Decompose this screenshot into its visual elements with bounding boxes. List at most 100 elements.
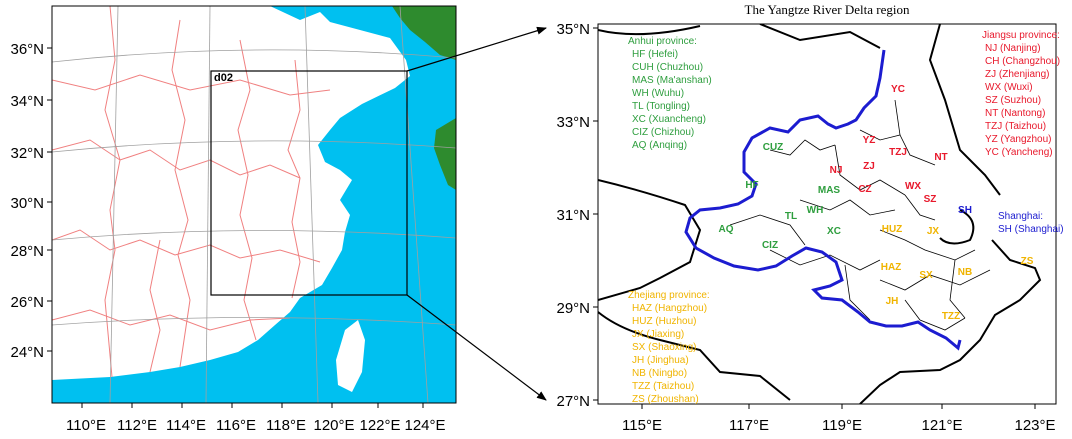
city-label-jh: JH (886, 296, 899, 307)
left-lat-tick-labels: 36°N 34°N 32°N 30°N 28°N 26°N 24°N (10, 41, 44, 361)
lon-tick-label: 110°E (66, 417, 106, 434)
lat-tick-label: 36°N (10, 41, 44, 58)
right-map: YC YZ TZJ NT NJ ZJ CZ WX SZ CUZ HF MAS W… (598, 24, 1056, 404)
legend-title: Zhejiang province: (628, 290, 710, 301)
lon-tick-label: 121°E (921, 417, 962, 434)
city-label-nb: NB (958, 267, 972, 278)
mainland-china (52, 6, 410, 380)
lat-tick-label: 26°N (10, 294, 44, 311)
kyushu (434, 118, 456, 190)
legend-item: JX (Jiaxing) (632, 329, 684, 340)
left-lon-tick-labels: 110°E 112°E 114°E 116°E 118°E 120°E 122°… (66, 417, 445, 434)
legend-item: HUZ (Huzhou) (632, 316, 696, 327)
yrd-boundary (684, 49, 962, 351)
lon-tick-label: 112°E (117, 417, 157, 434)
city-label-cz: CZ (858, 184, 871, 195)
city-label-haz: HAZ (881, 262, 902, 273)
city-label-yz: YZ (863, 135, 876, 146)
city-label-sx: SX (919, 270, 933, 281)
legend-zhejiang: Zhejiang province: HAZ (Hangzhou) HUZ (H… (628, 290, 710, 405)
province-outlines (598, 24, 1042, 404)
legend-item: MAS (Ma'anshan) (632, 75, 712, 86)
left-lon-ticks (81, 403, 424, 408)
legend-item: TZJ (Taizhou) (985, 121, 1046, 132)
city-label-sz: SZ (924, 194, 937, 205)
legend-jiangsu: Jiangsu province: NJ (Nanjing) CH (Chang… (982, 30, 1060, 158)
left-map-frame (51, 5, 457, 404)
city-label-aq: AQ (719, 224, 734, 235)
lat-tick-label: 32°N (10, 145, 44, 162)
lat-tick-label: 33°N (556, 114, 590, 131)
legend-item: XC (Xuancheng) (632, 114, 706, 125)
legend-item: HAZ (Hangzhou) (632, 303, 707, 314)
city-label-nt: NT (934, 152, 947, 163)
legend-item: SX (Shaoxing) (632, 342, 696, 353)
d02-label: d02 (214, 72, 233, 84)
legend-item: ZJ (Zhenjiang) (985, 69, 1049, 80)
province-borders (52, 6, 331, 378)
legend-item: HF (Hefei) (632, 49, 678, 60)
city-label-jx: JX (927, 226, 940, 237)
right-lat-tick-labels: 35°N 33°N 31°N 29°N 27°N (556, 21, 590, 410)
zoom-arrow-top (406, 26, 547, 72)
korea (392, 6, 456, 60)
d02-domain-box (210, 70, 408, 296)
legend-item: CUH (Chuzhou) (632, 62, 703, 73)
lon-tick-label: 116°E (216, 417, 256, 434)
legend-item: NT (Nantong) (985, 108, 1045, 119)
legend-title: Anhui province: (628, 36, 697, 47)
left-lat-ticks (47, 47, 52, 352)
city-label-tzz: TZZ (942, 311, 960, 322)
right-lat-ticks (593, 27, 598, 401)
right-map-title: The Yangtze River Delta region (745, 2, 910, 17)
legend-item: TZZ (Taizhou) (632, 381, 694, 392)
legend-item: TL (Tongling) (632, 101, 690, 112)
legend-item: YC (Yancheng) (985, 147, 1053, 158)
city-labels: YC YZ TZJ NT NJ ZJ CZ WX SZ CUZ HF MAS W… (719, 84, 1034, 322)
legend-title: Jiangsu province: (982, 30, 1060, 41)
lat-tick-label: 28°N (10, 243, 44, 260)
legend-item: NB (Ningbo) (632, 368, 687, 379)
city-label-mas: MAS (818, 185, 841, 196)
right-lon-tick-labels: 115°E 117°E 119°E 121°E 123°E (622, 417, 1055, 434)
city-label-huz: HUZ (882, 224, 903, 235)
city-label-wx: WX (905, 181, 921, 192)
city-label-cuz: CUZ (763, 142, 784, 153)
lat-tick-label: 30°N (10, 195, 44, 212)
lon-tick-label: 114°E (166, 417, 206, 434)
lat-tick-label: 27°N (556, 393, 590, 410)
city-label-tzj: TZJ (889, 147, 907, 158)
lon-tick-label: 123°E (1014, 417, 1055, 434)
right-lon-ticks (641, 404, 1036, 409)
lon-tick-label: 115°E (622, 417, 662, 434)
legend-item: JH (Jinghua) (632, 355, 689, 366)
city-label-zj: ZJ (863, 161, 875, 172)
lat-tick-label: 29°N (556, 300, 590, 317)
legend-item: NJ (Nanjing) (985, 43, 1041, 54)
legend-item: CIZ (Chizhou) (632, 127, 694, 138)
city-label-xc: XC (827, 226, 841, 237)
city-label-tl: TL (785, 211, 797, 222)
legend-item: SZ (Suzhou) (985, 95, 1041, 106)
legend-item: AQ (Anqing) (632, 140, 687, 151)
city-label-sh: SH (958, 205, 972, 216)
legend-item: WX (Wuxi) (985, 82, 1033, 93)
city-label-ciz: CIZ (762, 240, 778, 251)
city-label-hf: HF (745, 180, 758, 191)
lat-tick-label: 35°N (556, 21, 590, 38)
lon-tick-label: 117°E (729, 417, 769, 434)
city-label-zs: ZS (1021, 256, 1034, 267)
left-map: d02 (52, 6, 456, 403)
legend-item: SH (Shanghai) (998, 224, 1064, 235)
legend-title: Shanghai: (998, 211, 1043, 222)
lon-tick-label: 122°E (359, 417, 400, 434)
lon-tick-label: 120°E (313, 417, 354, 434)
legend-item: YZ (Yangzhou) (985, 134, 1052, 145)
city-label-nj: NJ (830, 165, 843, 176)
lat-tick-label: 24°N (10, 344, 44, 361)
city-label-yc: YC (891, 84, 905, 95)
legend-item: ZS (Zhoushan) (632, 394, 699, 405)
legend-shanghai: Shanghai: SH (Shanghai) (998, 211, 1064, 235)
lon-tick-label: 124°E (404, 417, 445, 434)
